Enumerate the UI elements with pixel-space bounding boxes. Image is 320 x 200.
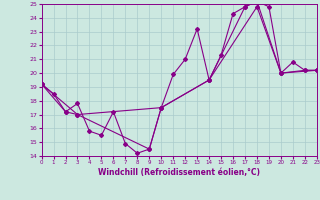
X-axis label: Windchill (Refroidissement éolien,°C): Windchill (Refroidissement éolien,°C) [98, 168, 260, 177]
